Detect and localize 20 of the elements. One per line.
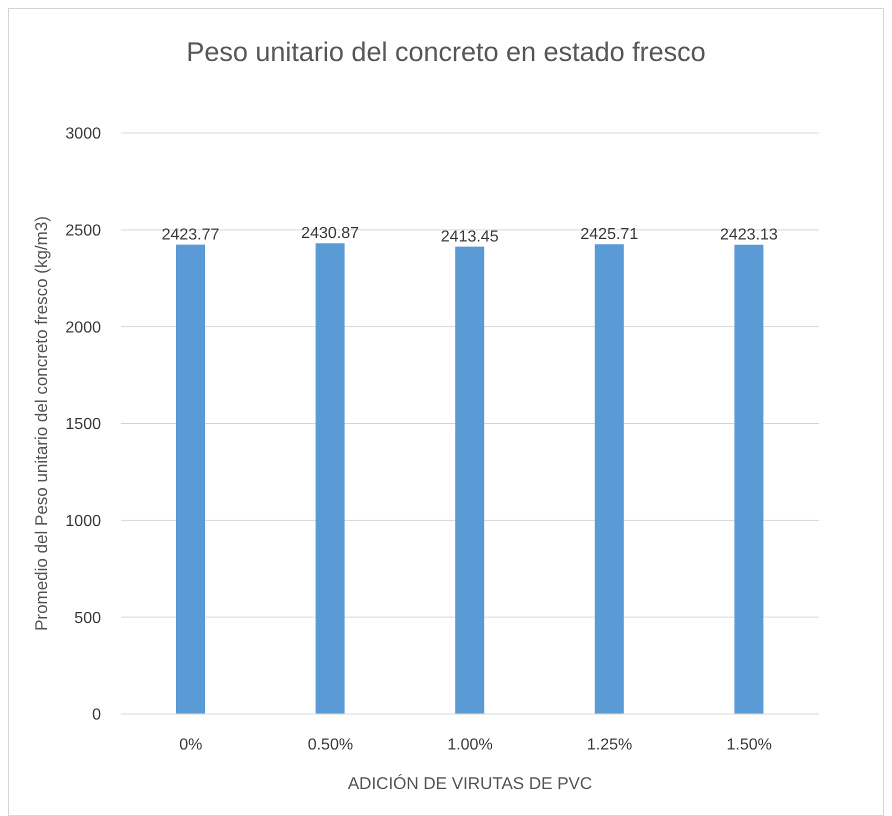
- x-tick-label: 0%: [179, 736, 202, 754]
- data-label: 2430.87: [301, 225, 360, 242]
- y-tick-label: 1000: [65, 513, 102, 530]
- x-tick-label: 1.00%: [447, 736, 493, 754]
- x-tick-label: 1.50%: [726, 736, 772, 754]
- y-axis-title: Promedio del Peso unitario del concreto fresco (kg/m3): [32, 216, 52, 631]
- chart-title: Peso unitario del concreto en estado fresco: [185, 37, 707, 68]
- y-tick-label: 2500: [65, 222, 102, 240]
- data-label: 2423.77: [162, 226, 220, 244]
- data-label: 2413.45: [440, 228, 499, 246]
- y-tick-label: 0: [92, 706, 102, 724]
- data-label: 2423.13: [720, 226, 778, 244]
- y-tick-label: 1500: [65, 416, 102, 434]
- y-tick-label: 500: [74, 610, 102, 627]
- y-tick-label: 2000: [65, 319, 102, 336]
- x-tick-label: 1.25%: [586, 736, 632, 754]
- x-axis-title: ADICIÓN DE VIRUTAS DE PVC: [348, 774, 592, 793]
- data-label: 2425.71: [580, 226, 638, 244]
- x-tick-label: 0.50%: [308, 736, 354, 754]
- y-tick-label: 3000: [65, 126, 102, 143]
